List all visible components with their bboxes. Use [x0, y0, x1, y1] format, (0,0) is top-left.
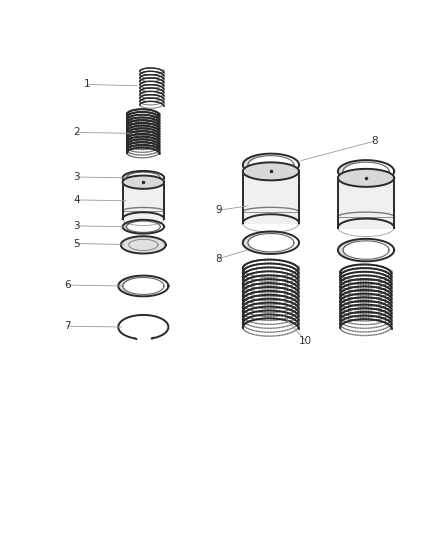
Polygon shape [338, 169, 394, 187]
Text: 9: 9 [215, 205, 223, 215]
Polygon shape [243, 172, 299, 223]
Text: 2: 2 [73, 127, 80, 138]
Polygon shape [123, 182, 164, 219]
Polygon shape [121, 236, 166, 254]
Text: 7: 7 [64, 321, 71, 331]
Text: 8: 8 [371, 136, 378, 146]
Text: 10: 10 [299, 336, 312, 346]
Text: 8: 8 [215, 254, 223, 264]
Text: 4: 4 [73, 195, 80, 205]
Polygon shape [243, 163, 299, 180]
Text: 5: 5 [73, 239, 80, 248]
Text: 6: 6 [64, 280, 71, 290]
Polygon shape [338, 178, 394, 228]
Text: 1: 1 [84, 79, 90, 90]
Text: 3: 3 [73, 221, 80, 231]
Polygon shape [123, 175, 164, 189]
Text: 3: 3 [73, 172, 80, 182]
